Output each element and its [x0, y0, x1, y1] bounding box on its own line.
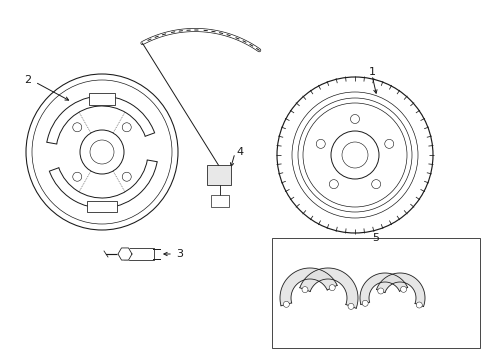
Ellipse shape	[122, 123, 131, 132]
Polygon shape	[299, 268, 357, 308]
Ellipse shape	[415, 302, 422, 308]
Ellipse shape	[80, 130, 124, 174]
Ellipse shape	[32, 80, 172, 224]
Ellipse shape	[122, 172, 131, 181]
Ellipse shape	[362, 300, 367, 306]
FancyBboxPatch shape	[210, 195, 228, 207]
Ellipse shape	[73, 123, 81, 132]
Polygon shape	[280, 268, 337, 306]
Ellipse shape	[328, 180, 338, 189]
Ellipse shape	[303, 103, 406, 207]
Polygon shape	[118, 248, 132, 260]
Ellipse shape	[26, 74, 178, 230]
Ellipse shape	[350, 114, 359, 123]
Ellipse shape	[316, 139, 325, 148]
Ellipse shape	[297, 98, 411, 212]
Polygon shape	[359, 273, 407, 305]
Bar	[271, 238, 479, 348]
Ellipse shape	[341, 142, 367, 168]
Text: 1: 1	[368, 67, 375, 77]
FancyBboxPatch shape	[89, 93, 115, 105]
Text: 3: 3	[176, 249, 183, 259]
Polygon shape	[376, 273, 424, 307]
FancyBboxPatch shape	[124, 248, 154, 260]
Text: 4: 4	[236, 147, 243, 157]
Ellipse shape	[347, 303, 353, 309]
Ellipse shape	[333, 89, 356, 221]
Ellipse shape	[384, 139, 393, 148]
FancyBboxPatch shape	[87, 201, 117, 212]
Ellipse shape	[291, 92, 417, 218]
Text: 5: 5	[372, 233, 379, 243]
Ellipse shape	[400, 286, 406, 292]
Ellipse shape	[377, 288, 383, 294]
Ellipse shape	[283, 301, 289, 307]
Ellipse shape	[371, 180, 380, 189]
FancyBboxPatch shape	[206, 165, 230, 185]
Ellipse shape	[330, 131, 378, 179]
Text: 2: 2	[24, 75, 32, 85]
Ellipse shape	[90, 140, 114, 164]
Ellipse shape	[276, 77, 432, 233]
Ellipse shape	[302, 287, 307, 293]
Ellipse shape	[73, 172, 81, 181]
Ellipse shape	[328, 285, 334, 291]
